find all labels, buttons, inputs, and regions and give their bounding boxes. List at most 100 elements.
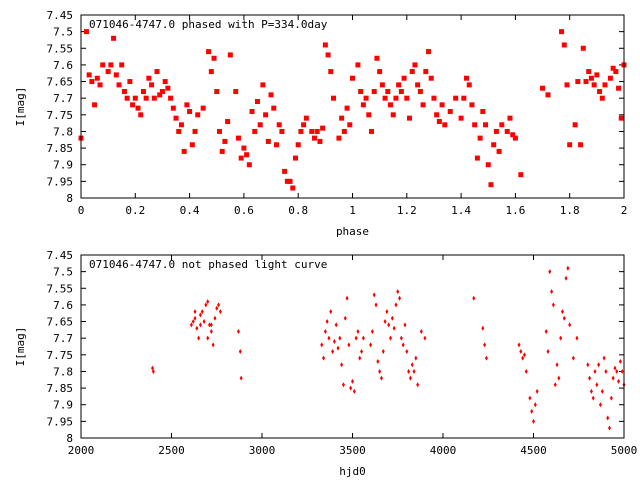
- data-point: [184, 102, 190, 108]
- data-point: [235, 135, 241, 141]
- y-tick-label: 7.6: [53, 59, 73, 72]
- unphased-plot-points: [150, 265, 626, 431]
- data-point: [290, 185, 296, 191]
- data-point: [544, 329, 548, 335]
- data-point: [332, 339, 336, 345]
- data-point: [260, 82, 266, 88]
- data-point: [336, 345, 340, 351]
- data-point: [140, 89, 146, 95]
- data-point: [604, 368, 608, 374]
- data-point: [339, 115, 345, 121]
- data-point: [97, 82, 103, 88]
- data-point: [379, 82, 385, 88]
- data-point: [116, 82, 122, 88]
- data-point: [352, 388, 356, 394]
- data-point: [493, 128, 499, 134]
- data-point: [512, 135, 518, 141]
- data-point: [360, 348, 364, 354]
- data-point: [480, 108, 486, 114]
- data-point: [322, 355, 326, 361]
- data-point: [374, 302, 378, 308]
- data-point: [491, 142, 497, 148]
- phased-plot-ticks: 0 0.2 0.4 0.6 0.8 1 1.2 1.4 1.6 1.8 2 7.45 7.5 7.55 7.…: [47, 9, 628, 217]
- y-tick-label: 7.8: [53, 365, 73, 378]
- data-point: [407, 115, 413, 121]
- data-point: [394, 302, 398, 308]
- phased-plot-frame: [80, 14, 625, 199]
- x-tick-label: 0.8: [288, 204, 308, 217]
- data-point: [252, 128, 258, 134]
- data-point: [378, 368, 382, 374]
- data-point: [389, 335, 393, 341]
- data-point: [193, 315, 197, 321]
- data-point: [488, 182, 494, 188]
- data-point: [358, 89, 364, 95]
- data-point: [608, 425, 612, 431]
- data-point: [524, 368, 528, 374]
- y-tick-label: 7.5: [53, 26, 73, 39]
- data-point: [598, 402, 602, 408]
- x-tick-label: 5000: [611, 444, 638, 457]
- data-point: [383, 319, 387, 325]
- data-point: [341, 128, 347, 134]
- data-point: [322, 42, 328, 48]
- data-point: [566, 265, 570, 271]
- x-tick-label: 0.4: [180, 204, 200, 217]
- data-point: [393, 95, 399, 101]
- data-point: [407, 368, 411, 374]
- data-point: [146, 75, 152, 81]
- x-tick-label: 3000: [249, 444, 276, 457]
- data-point: [609, 395, 613, 401]
- data-point: [616, 85, 622, 91]
- y-tick-label: 7.8: [53, 125, 73, 138]
- data-point: [428, 75, 434, 81]
- data-point: [189, 142, 195, 148]
- data-point: [557, 375, 561, 381]
- data-point: [111, 35, 117, 41]
- data-point: [130, 102, 136, 108]
- data-point: [620, 368, 624, 374]
- data-point: [170, 105, 176, 111]
- data-point: [344, 105, 350, 111]
- data-point: [193, 309, 197, 315]
- data-point: [303, 115, 309, 121]
- data-point: [419, 329, 423, 335]
- data-point: [423, 69, 429, 75]
- data-point: [165, 85, 171, 91]
- data-point: [568, 322, 572, 328]
- data-point: [214, 89, 220, 95]
- y-tick-label: 8: [66, 192, 73, 205]
- y-tick-label: 7.85: [47, 142, 74, 155]
- data-point: [206, 299, 210, 305]
- data-point: [218, 309, 222, 315]
- data-point: [606, 415, 610, 421]
- y-tick-label: 8: [66, 432, 73, 445]
- data-point: [351, 378, 354, 384]
- x-tick-label: 4000: [430, 444, 457, 457]
- x-tick-label: 3500: [339, 444, 366, 457]
- y-tick-label: 7.6: [53, 299, 73, 312]
- data-point: [143, 95, 149, 101]
- data-point: [151, 95, 157, 101]
- data-point: [560, 309, 564, 315]
- y-tick-label: 7.65: [47, 76, 74, 89]
- data-point: [387, 322, 391, 328]
- data-point: [271, 105, 277, 111]
- data-point: [331, 348, 335, 354]
- data-point: [464, 75, 470, 81]
- data-point: [309, 128, 315, 134]
- data-point: [415, 82, 421, 88]
- data-point: [372, 292, 376, 298]
- data-point: [135, 105, 141, 111]
- data-point: [176, 128, 182, 134]
- data-point: [398, 89, 404, 95]
- data-point: [206, 49, 212, 55]
- data-point: [410, 362, 414, 368]
- data-point: [466, 82, 472, 88]
- data-point: [349, 385, 353, 391]
- data-point: [119, 62, 125, 68]
- data-point: [442, 122, 448, 128]
- data-point: [83, 29, 89, 35]
- data-point: [591, 82, 597, 88]
- data-point: [602, 82, 608, 88]
